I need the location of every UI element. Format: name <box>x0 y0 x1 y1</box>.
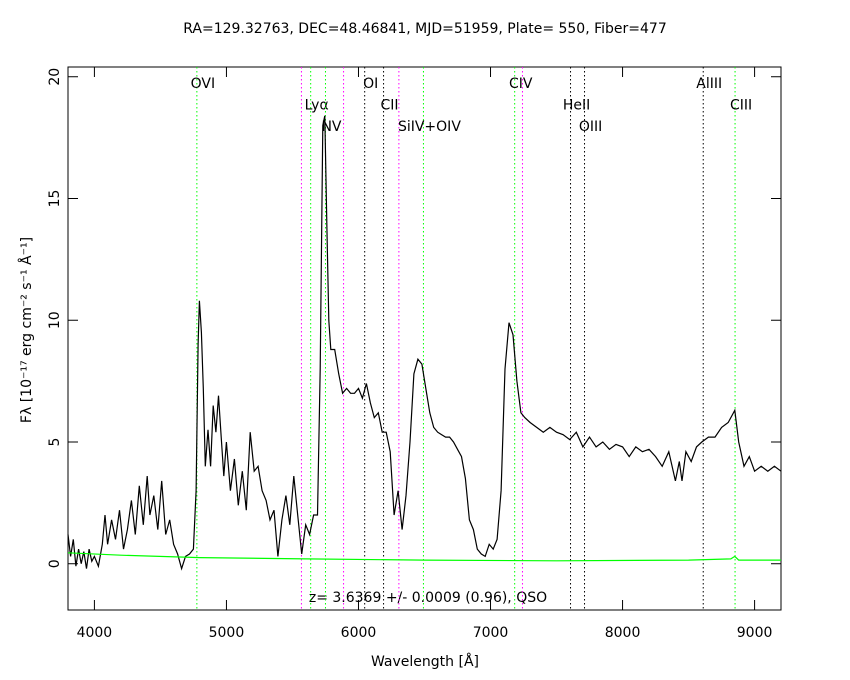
line-label: OI <box>363 76 378 92</box>
line-label: NV <box>321 119 341 135</box>
x-tick-label: 8000 <box>605 625 641 641</box>
x-tick-label: 9000 <box>737 625 773 641</box>
line-label: CIII <box>730 98 752 114</box>
x-tick-label: 5000 <box>209 625 245 641</box>
x-tick-label: 7000 <box>473 625 509 641</box>
y-tick-label: 5 <box>47 438 63 447</box>
y-axis-label: Fλ [10⁻¹⁷ erg cm⁻² s⁻¹ Å⁻¹] <box>18 237 35 423</box>
x-axis-label: Wavelength [Å] <box>371 653 479 670</box>
x-tick-label: 4000 <box>77 625 113 641</box>
line-label: CII <box>381 98 399 114</box>
spectrum-line <box>67 115 782 571</box>
spectrum-line <box>67 552 781 562</box>
y-tick-label: 15 <box>47 190 63 208</box>
annotation: z= 3.6369 +/- 0.0009 (0.96), QSO <box>309 590 547 606</box>
line-label: CIV <box>509 76 533 92</box>
line-label: OIII <box>579 119 602 135</box>
y-tick-label: 20 <box>47 68 63 86</box>
line-label: Lyα <box>305 98 329 114</box>
line-label: HeII <box>563 98 590 114</box>
y-tick-label: 0 <box>47 559 63 568</box>
line-label: OVI <box>191 76 215 92</box>
y-tick-label: 10 <box>47 311 63 329</box>
line-label: AlIII <box>696 76 722 92</box>
chart-title: RA=129.32763, DEC=48.46841, MJD=51959, P… <box>183 21 667 37</box>
line-label: SiIV+OIV <box>398 119 461 135</box>
plot-frame <box>67 66 782 611</box>
x-tick-label: 6000 <box>341 625 377 641</box>
